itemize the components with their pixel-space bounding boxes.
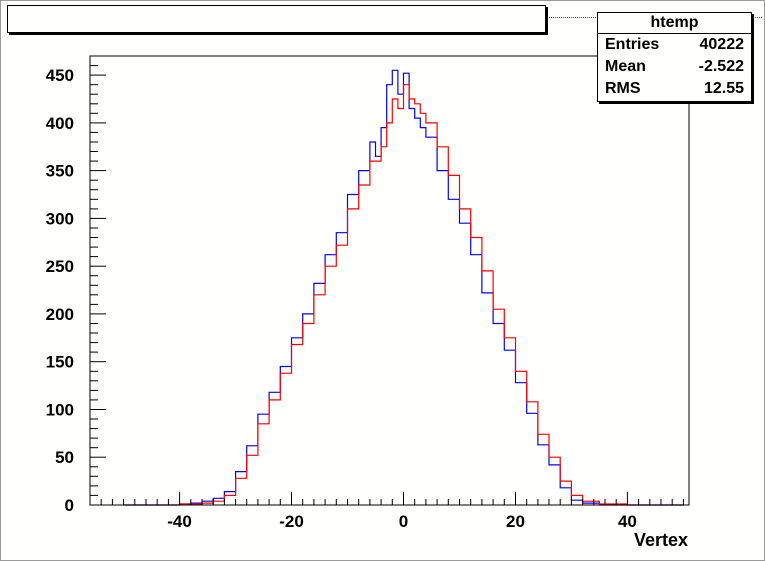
histogram-series-0	[123, 69, 684, 506]
stats-value: -2.522	[698, 58, 744, 75]
y-tick-label: 50	[55, 448, 74, 467]
y-tick-label: 250	[46, 257, 74, 276]
histogram-series-1	[123, 84, 684, 506]
y-tick-label: 150	[46, 353, 74, 372]
x-tick-label: 0	[399, 512, 408, 531]
x-tick-label: 20	[506, 512, 525, 531]
y-tick-label: 100	[46, 400, 74, 419]
x-axis-label: Vertex	[634, 530, 688, 550]
stats-label: RMS	[605, 80, 641, 97]
plot-frame	[89, 55, 690, 506]
stats-label: Mean	[605, 58, 646, 75]
y-tick-label: 0	[65, 496, 74, 515]
histogram-series-layer	[123, 69, 684, 506]
stats-value: 40222	[699, 36, 745, 53]
stats-title: htemp	[598, 13, 751, 34]
x-tick-label: -40	[167, 512, 192, 531]
x-tick-label: 40	[618, 512, 637, 531]
stats-box: htemp Entries 40222 Mean -2.522 RMS 12.5…	[597, 12, 752, 102]
y-tick-label: 400	[46, 114, 74, 133]
stats-row-mean: Mean -2.522	[598, 56, 751, 78]
title-pave	[7, 5, 546, 33]
y-tick-label: 350	[46, 162, 74, 181]
stats-row-entries: Entries 40222	[598, 34, 751, 56]
stats-value: 12.55	[703, 80, 744, 97]
stats-row-rms: RMS 12.55	[598, 78, 751, 100]
x-tick-label: -20	[279, 512, 304, 531]
y-tick-label: 200	[46, 305, 74, 324]
stats-label: Entries	[605, 36, 660, 53]
y-tick-label: 300	[46, 209, 74, 228]
y-tick-label: 450	[46, 66, 74, 85]
